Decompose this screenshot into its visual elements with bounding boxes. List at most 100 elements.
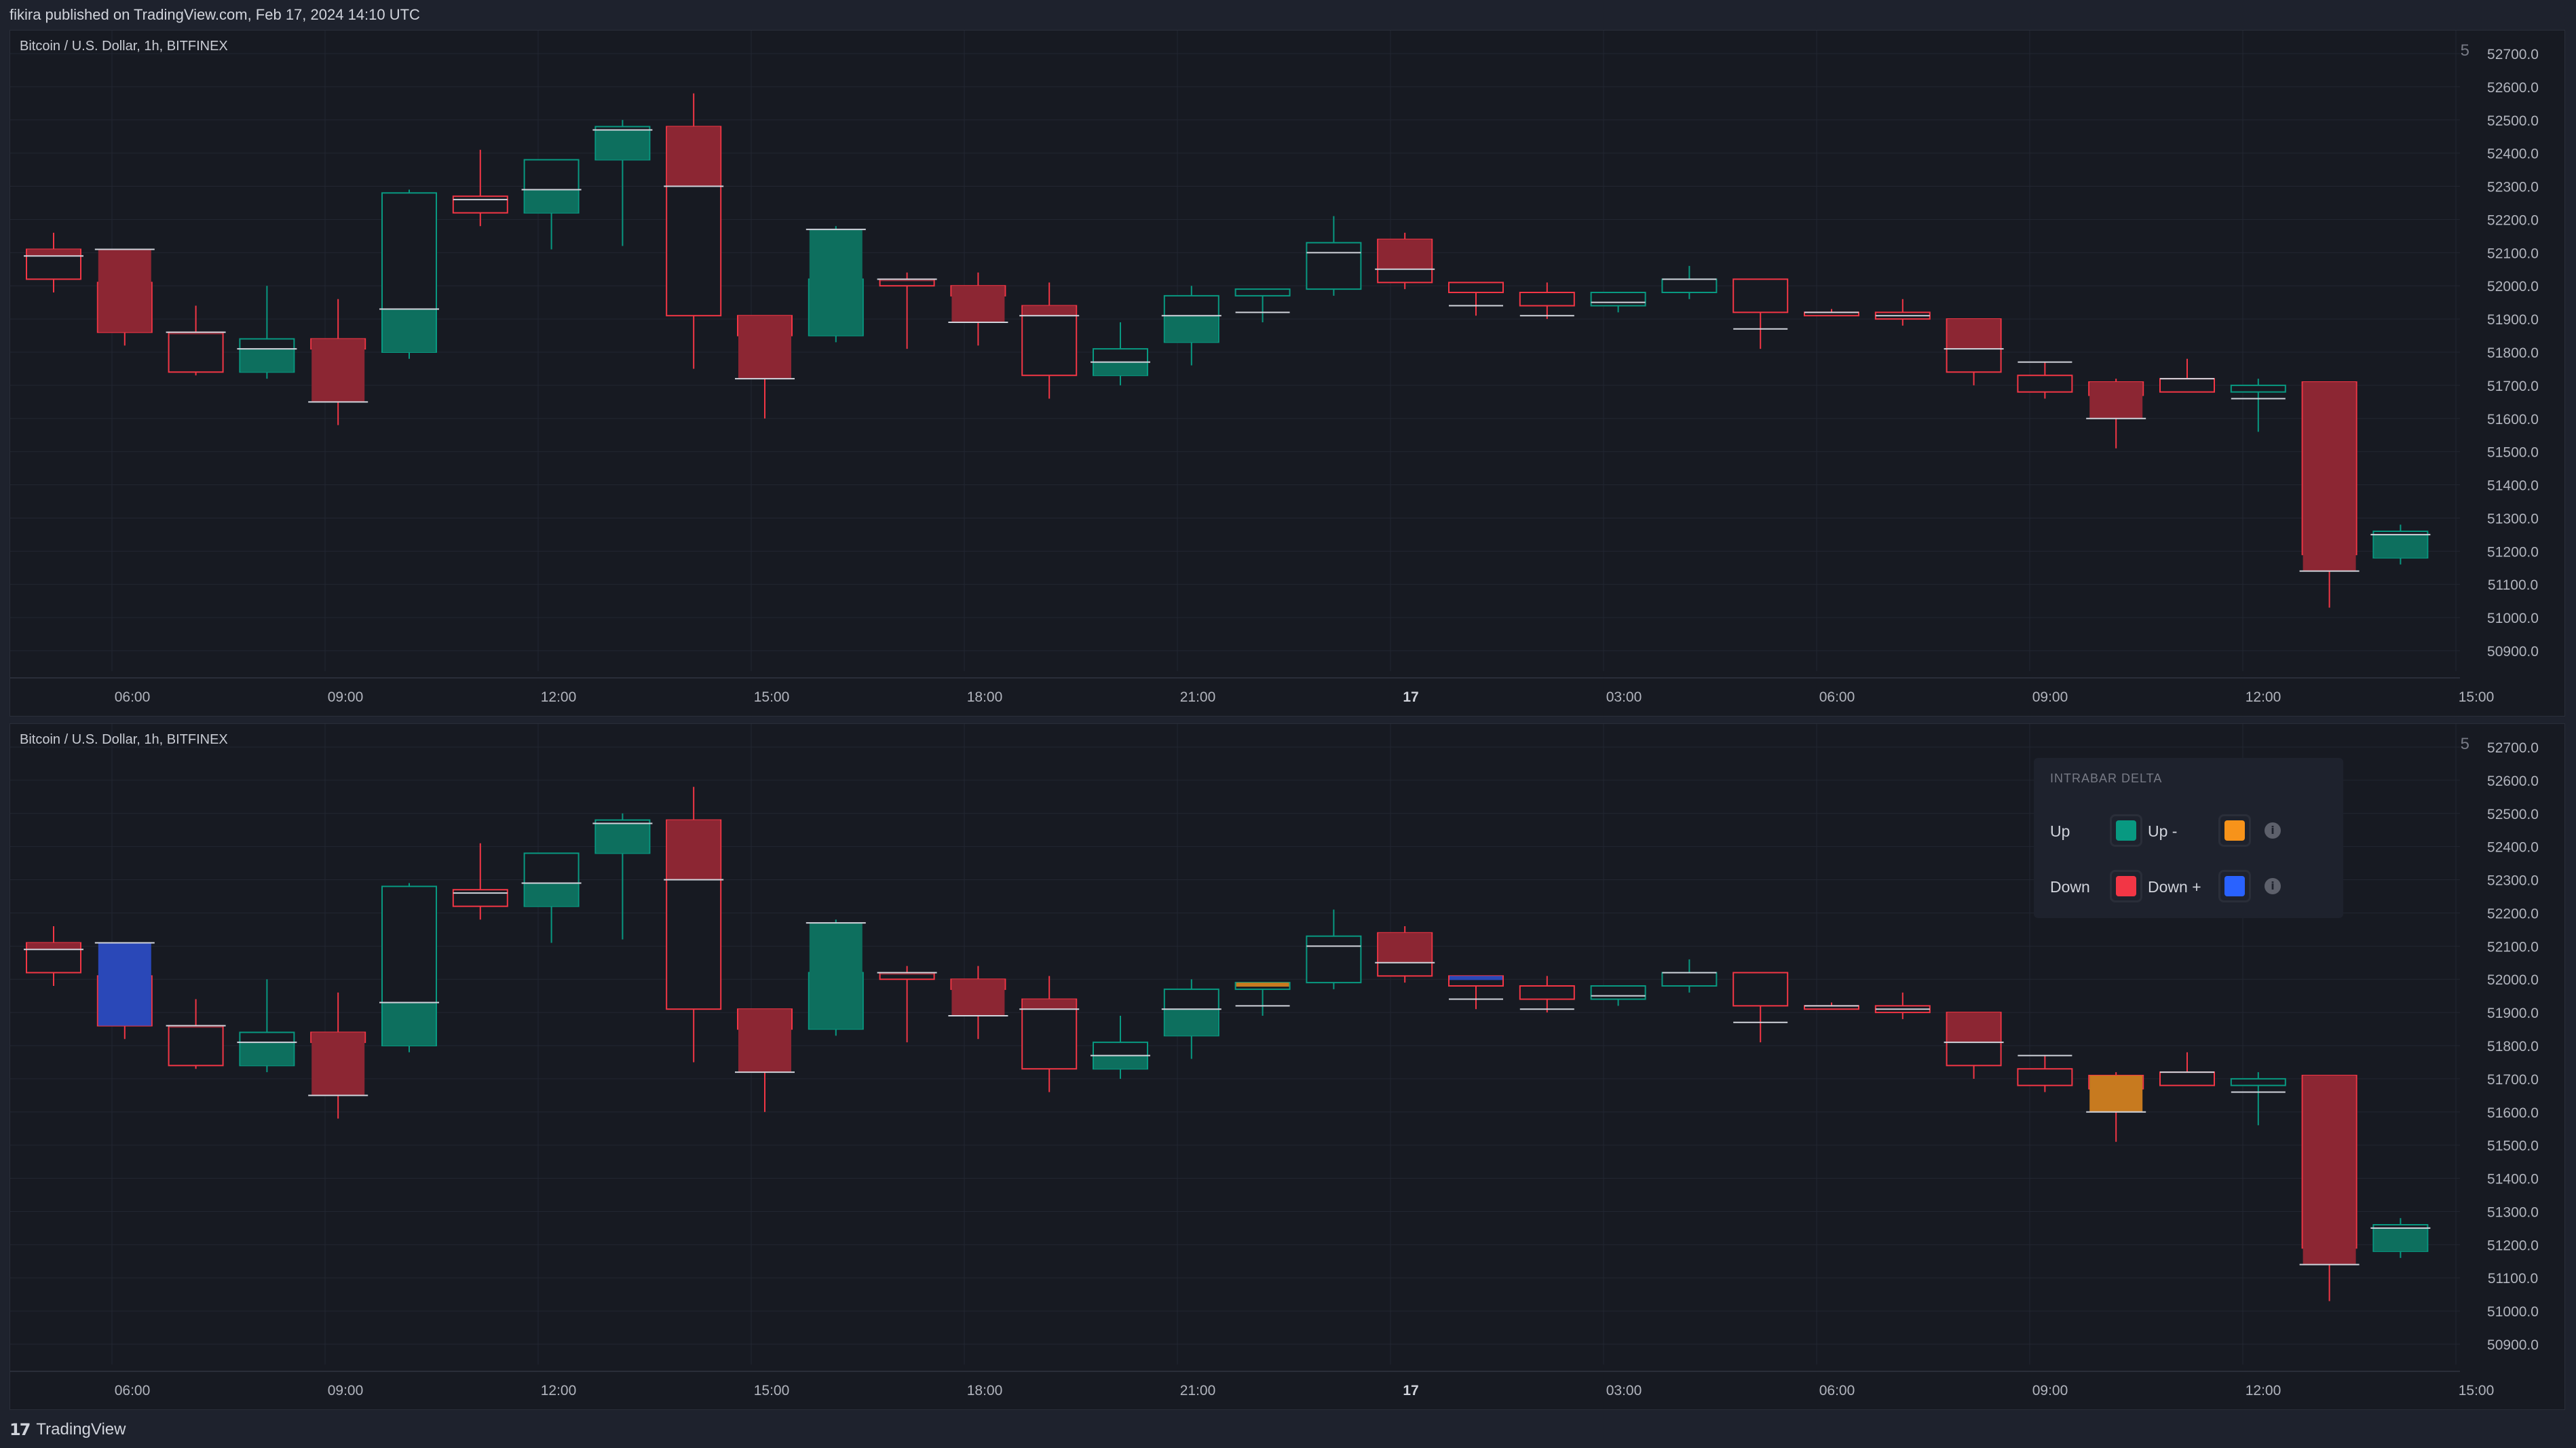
candle-body: [1306, 935, 1362, 984]
legend-title: INTRABAR DELTA: [2050, 771, 2163, 785]
time-tick-label: 12:00: [541, 1383, 577, 1398]
candle: [1091, 322, 1150, 385]
price-tick-label: 51300.0: [2487, 511, 2539, 527]
candle: [1590, 985, 1646, 1006]
delta-fill: [525, 883, 578, 907]
delta-fill: [809, 229, 863, 336]
time-tick-label: 17: [1403, 689, 1418, 705]
candle: [1944, 1012, 2004, 1079]
time-tick-label: 09:00: [328, 689, 364, 705]
delta-fill: [809, 923, 863, 1029]
time-tick-label: 18:00: [967, 689, 1003, 705]
delta-fill: [1378, 239, 1432, 269]
candle-body: [1732, 972, 1789, 1007]
price-tick-label: 52500.0: [2487, 113, 2539, 129]
time-tick-label: 09:00: [328, 1383, 364, 1398]
delta-fill: [311, 339, 365, 402]
candle: [521, 159, 582, 250]
delta-fill: [98, 249, 151, 332]
delta-fill: [1450, 976, 1502, 980]
up-color-swatch[interactable]: [2110, 814, 2142, 847]
info-icon[interactable]: i: [2265, 822, 2281, 839]
candle: [1161, 286, 1221, 366]
price-tick-label: 51500.0: [2487, 1139, 2539, 1154]
candle: [1590, 292, 1646, 313]
up-minus-color-swatch[interactable]: [2218, 814, 2251, 847]
price-tick-label: 51600.0: [2487, 1105, 2539, 1121]
candle-body: [1021, 998, 1078, 1070]
down-plus-color-swatch[interactable]: [2218, 870, 2251, 902]
time-axis: 06:00 09:00 12:00 15:00 18:00 21:00 17 03:00 06:…: [115, 689, 2495, 705]
price-tick-label: 52200.0: [2487, 906, 2539, 921]
chart-pane-bottom[interactable]: 52700.0 52600.0 52500.0 52400.0 52300.0 52200…: [10, 723, 2565, 1410]
delta-fill: [738, 1009, 791, 1073]
grid-lines: [10, 31, 2460, 671]
tradingview-brand[interactable]: 17 TradingView: [10, 1420, 126, 1439]
candle: [237, 979, 297, 1073]
down-color-swatch[interactable]: [2110, 870, 2142, 902]
candle: [2230, 1072, 2286, 1126]
price-tick-label: 52300.0: [2487, 873, 2539, 889]
time-tick-label: 06:00: [1819, 1383, 1855, 1398]
time-tick-label: 15:00: [754, 1383, 790, 1398]
symbol-title: Bitcoin / U.S. Dollar, 1h, BITFINEX: [20, 732, 228, 747]
candlestick-chart-top[interactable]: 52700.0 52600.0 52500.0 52400.0 52300.0 52200…: [10, 31, 2564, 716]
candle: [1732, 278, 1789, 349]
price-tick-label: 51000.0: [2487, 1304, 2539, 1320]
price-tick-label: 51300.0: [2487, 1204, 2539, 1220]
delta-fill: [27, 249, 80, 256]
candle-body: [2159, 1071, 2215, 1086]
delta-fill: [1094, 1055, 1147, 1069]
info-icon[interactable]: i: [2265, 878, 2281, 894]
delta-fill: [240, 349, 294, 373]
price-tick-label: 52500.0: [2487, 807, 2539, 822]
time-tick-label: 15:00: [2459, 1383, 2495, 1398]
candle: [452, 149, 508, 227]
chart-pane-top[interactable]: 52700.0 52600.0 52500.0 52400.0 52300.0 52200…: [10, 30, 2565, 717]
delta-fill: [667, 126, 721, 187]
delta-fill: [1094, 362, 1147, 376]
candle: [2017, 361, 2073, 399]
candle: [592, 813, 653, 940]
price-tick-label: 51200.0: [2487, 544, 2539, 560]
candle: [2299, 381, 2360, 608]
delta-fill: [98, 942, 151, 1026]
price-tick-label: 52200.0: [2487, 212, 2539, 228]
candle: [2159, 1052, 2215, 1086]
candle: [2230, 379, 2286, 432]
time-tick-label: 03:00: [1606, 689, 1642, 705]
price-tick-label: 51100.0: [2488, 577, 2538, 593]
time-tick-label: 15:00: [754, 689, 790, 705]
legend-up-minus-label: Up -: [2148, 822, 2178, 840]
delta-fill: [2374, 534, 2427, 558]
candle: [237, 286, 297, 379]
price-tick-label: 51900.0: [2487, 1006, 2539, 1021]
candle-body: [1519, 292, 1575, 307]
time-tick-label: 12:00: [2246, 1383, 2281, 1398]
candle: [1519, 976, 1575, 1013]
candle: [1306, 909, 1362, 989]
scale-number: 5: [2460, 41, 2469, 60]
time-tick-label: 03:00: [1606, 1383, 1642, 1398]
candle: [379, 883, 439, 1052]
delta-fill: [2374, 1227, 2427, 1252]
candle: [2159, 358, 2215, 393]
candle: [452, 843, 508, 920]
candle: [308, 992, 368, 1119]
candle: [1448, 282, 1504, 316]
candle-body: [1732, 278, 1789, 313]
candle: [308, 299, 368, 425]
delta-fill: [2089, 382, 2143, 419]
delta-fill: [880, 972, 934, 975]
price-tick-label: 51500.0: [2487, 445, 2539, 461]
price-tick-label: 52600.0: [2487, 80, 2539, 96]
candle: [2017, 1054, 2073, 1092]
candle-body: [168, 331, 224, 373]
price-tick-label: 52400.0: [2487, 840, 2539, 856]
candle: [2086, 379, 2146, 449]
candle-body: [2230, 1078, 2286, 1086]
time-tick-label: 17: [1403, 1383, 1418, 1398]
candlestick-chart-bottom[interactable]: 52700.0 52600.0 52500.0 52400.0 52300.0 52200…: [10, 724, 2564, 1409]
price-tick-label: 52700.0: [2487, 740, 2539, 756]
candles: [24, 786, 2431, 1301]
